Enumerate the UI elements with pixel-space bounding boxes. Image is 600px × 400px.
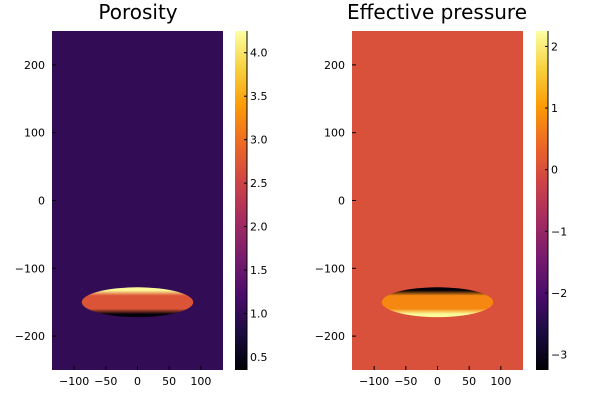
- effective-pressure-colorbar-tick-label: 0: [551, 164, 558, 177]
- effective-pressure-colorbar: [536, 31, 548, 370]
- effective-pressure-x-tick-label: −50: [394, 375, 417, 388]
- porosity-x-tick-label: 50: [162, 375, 176, 388]
- porosity-y-tick-label: 200: [24, 59, 45, 72]
- porosity-colorbar-tick-label: 3.0: [250, 134, 268, 147]
- porosity-colorbar: [235, 31, 247, 370]
- porosity-y-tick-label: 100: [24, 127, 45, 140]
- porosity-colorbar-tick-label: 3.5: [250, 90, 268, 103]
- effective-pressure-colorbar-tick-label: −2: [551, 287, 567, 300]
- effective-pressure-x-tick-label: 50: [462, 375, 476, 388]
- effective-pressure-y-tick-label: −200: [315, 330, 345, 343]
- porosity-x-tick-label: 100: [190, 375, 211, 388]
- effective-pressure-y-tick-label: −100: [315, 262, 345, 275]
- porosity-colorbar-tick-label: 4.0: [250, 47, 268, 60]
- porosity-y-tick-label: −100: [15, 262, 45, 275]
- effective-pressure-panel: −100 −50 0 50 100 −200 −100 0 100 200 −3 −2 −1 0 1 2: [315, 31, 567, 388]
- effective-pressure-y-tick-label: 100: [324, 127, 345, 140]
- porosity-colorbar-tick-label: 0.5: [250, 351, 268, 364]
- porosity-x-tick-label: 0: [134, 375, 141, 388]
- porosity-field: [52, 31, 223, 370]
- porosity-colorbar-tick-label: 1.0: [250, 308, 268, 321]
- porosity-colorbar-tick-label: 2.5: [250, 177, 268, 190]
- porosity-y-tick-label: 0: [38, 195, 45, 208]
- effective-pressure-x-tick-label: 0: [434, 375, 441, 388]
- porosity-y-tick-label: −200: [15, 330, 45, 343]
- porosity-colorbar-tick-label: 1.5: [250, 264, 268, 277]
- effective-pressure-x-tick-label: −100: [359, 375, 389, 388]
- effective-pressure-y-tick-label: 200: [324, 59, 345, 72]
- porosity-x-tick-label: −100: [59, 375, 89, 388]
- effective-pressure-colorbar-tick-label: −3: [551, 349, 567, 362]
- effective-pressure-inclusion: [381, 287, 494, 318]
- porosity-x-tick-label: −50: [94, 375, 117, 388]
- effective-pressure-field: [352, 31, 523, 370]
- porosity-title: Porosity: [98, 0, 177, 24]
- effective-pressure-colorbar-tick-label: 2: [551, 40, 558, 53]
- effective-pressure-y-tick-label: 0: [338, 195, 345, 208]
- porosity-panel: −100 −50 0 50 100 −200 −100 0 100 200 0.5 1.0 1.5 2.0…: [15, 31, 268, 388]
- effective-pressure-colorbar-tick-label: −1: [551, 225, 567, 238]
- effective-pressure-title: Effective pressure: [347, 0, 527, 24]
- porosity-colorbar-tick-label: 2.0: [250, 221, 268, 234]
- porosity-inclusion: [81, 287, 194, 318]
- effective-pressure-colorbar-tick-label: 1: [551, 102, 558, 115]
- effective-pressure-x-tick-label: 100: [490, 375, 511, 388]
